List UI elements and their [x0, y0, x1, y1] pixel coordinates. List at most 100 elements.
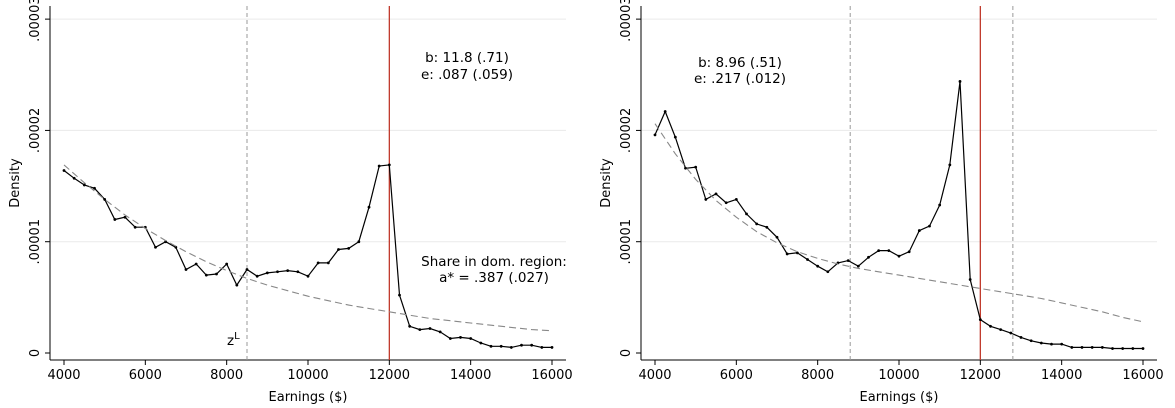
y-tick-label: .00001 — [28, 219, 43, 264]
density-point — [1121, 347, 1125, 350]
density-point — [826, 270, 830, 274]
density-point — [296, 270, 300, 274]
y-axis-title: Density — [599, 158, 614, 208]
density-point — [520, 343, 523, 347]
y-tick-label: .00002 — [619, 108, 634, 154]
density-point — [714, 192, 718, 196]
density-point — [1100, 346, 1104, 349]
density-point — [978, 318, 982, 322]
density-point — [856, 264, 860, 268]
density-point — [653, 133, 657, 137]
y-tick-label: .00003 — [28, 0, 43, 42]
density-point — [540, 346, 544, 349]
annotation-e: e: .087 (.059) — [421, 67, 513, 83]
density-point — [663, 110, 667, 113]
density-point — [337, 248, 340, 251]
z-lower-superscript: L — [234, 331, 240, 342]
density-point — [245, 268, 249, 271]
density-point — [204, 273, 208, 277]
x-tick-label: 8000 — [801, 368, 834, 383]
density-point — [917, 229, 921, 232]
density-point — [928, 224, 931, 228]
density-point — [184, 268, 188, 271]
x-tick-label: 16000 — [531, 368, 572, 383]
density-point — [907, 250, 911, 254]
density-point — [724, 201, 728, 205]
density-point — [62, 169, 66, 172]
density-point — [530, 343, 534, 347]
density-point — [785, 252, 789, 256]
right-density-panel: 4000 6000 8000 10000 12000 14000 16000 0 .00001.… — [599, 0, 1164, 405]
density-point — [1039, 341, 1043, 345]
x-tick-label: 4000 — [638, 368, 671, 383]
density-point — [673, 135, 677, 139]
density-point — [704, 198, 708, 201]
x-axis-title: Earnings ($) — [269, 390, 348, 405]
annotation-share-value: a* = .387 (.027) — [439, 270, 549, 286]
x-tick-label: 14000 — [450, 368, 491, 383]
density-point — [1060, 342, 1064, 346]
density-point — [775, 235, 779, 239]
density-point — [877, 249, 881, 253]
density-point — [215, 272, 218, 276]
density-point — [448, 337, 452, 340]
density-point — [1080, 346, 1084, 349]
density-point — [897, 254, 901, 258]
density-point — [489, 344, 493, 348]
density-point — [357, 240, 361, 244]
x-tick-label: 8000 — [210, 368, 243, 383]
density-point — [846, 259, 850, 263]
density-point — [989, 324, 992, 328]
x-tick-label: 6000 — [129, 368, 162, 383]
density-point — [745, 212, 748, 216]
y-tick-label: .00003 — [619, 0, 634, 42]
density-point — [958, 80, 962, 83]
x-tick-label: 10000 — [878, 368, 919, 383]
density-point — [72, 176, 76, 180]
annotation-b: b: 11.8 (.71) — [425, 50, 509, 66]
density-point — [347, 246, 351, 250]
density-point — [509, 346, 513, 349]
density-point — [408, 324, 412, 328]
density-point — [113, 218, 117, 221]
density-point — [867, 255, 870, 259]
x-tick-label: 10000 — [287, 368, 328, 383]
density-point — [326, 261, 330, 265]
density-point — [174, 245, 178, 249]
counterfactual-fit-line — [654, 123, 1144, 323]
x-tick-label: 4000 — [47, 368, 80, 383]
density-point — [694, 165, 698, 169]
x-tick-label: 12000 — [960, 368, 1001, 383]
density-point — [499, 344, 503, 348]
density-point — [1019, 336, 1023, 339]
density-point — [795, 251, 799, 255]
y-tick-label: 0 — [28, 349, 43, 357]
counterfactual-fit-line — [63, 164, 553, 332]
density-point — [550, 346, 554, 349]
density-point — [306, 274, 310, 278]
y-axis-title: Density — [8, 158, 23, 208]
density-point — [1009, 331, 1013, 335]
density-point — [255, 274, 259, 278]
density-point — [367, 205, 371, 209]
density-point — [418, 328, 422, 332]
annotation-b: b: 8.96 (.51) — [698, 55, 782, 71]
density-point — [1111, 347, 1114, 350]
density-point — [82, 183, 86, 187]
x-tick-label: 16000 — [1122, 368, 1163, 383]
y-tick-label: .00001 — [619, 219, 634, 264]
density-point — [93, 186, 96, 190]
density-point — [133, 225, 137, 229]
density-point — [479, 341, 483, 345]
density-point — [265, 271, 269, 275]
x-axis-title: Earnings ($) — [860, 390, 939, 405]
density-point — [387, 163, 391, 167]
y-tick-label: .00002 — [28, 108, 43, 154]
x-tick-label: 6000 — [720, 368, 753, 383]
density-point — [1131, 347, 1135, 350]
density-point — [948, 163, 952, 167]
density-point — [103, 198, 107, 201]
density-point — [734, 198, 738, 201]
density-point — [154, 245, 157, 249]
